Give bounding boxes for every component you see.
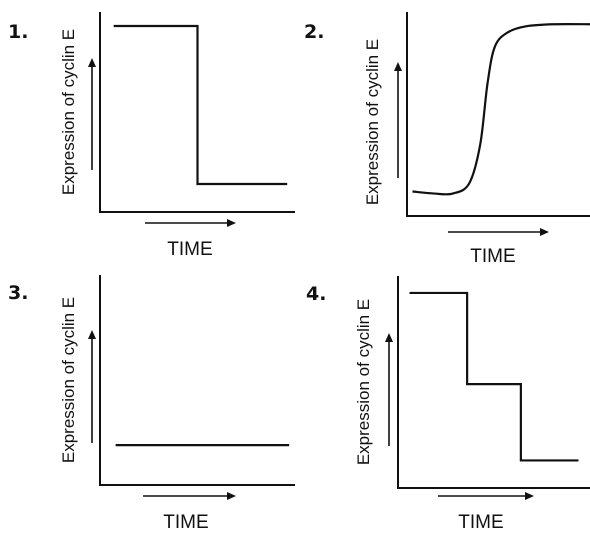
x-axis-label-2: TIME [470,246,515,267]
chart-panel-4: 4. Expression of cyclin E TIME [306,276,590,533]
series-line-2 [412,22,590,196]
axes-4 [397,276,590,489]
y-arrow-head-1 [88,58,96,67]
axes-3 [99,275,295,486]
chart-panel-1: 1. Expression of cyclin E TIME [8,12,295,260]
y-arrow-head-2 [394,62,402,71]
y-axis-label-2: Expression of cyclin E [363,39,382,205]
panel-number-3: 3. [8,282,28,304]
y-arrow-head-4 [385,333,393,342]
x-arrow-head-2 [540,228,549,236]
x-axis-label-1: TIME [167,239,212,260]
panel-number-1: 1. [8,21,28,43]
x-arrow-head-1 [227,219,236,227]
axes-2 [406,12,590,217]
y-arrow-head-3 [88,330,96,339]
x-arrow-head-4 [525,492,534,500]
series-line-4 [409,291,579,462]
series-line-1 [113,24,288,186]
panel-number-2: 2. [304,21,324,43]
chart-panel-3: 3. Expression of cyclin E TIME [8,275,295,533]
axes-1 [99,12,295,213]
y-axis-label-4: Expression of cyclin E [354,299,373,465]
x-axis-label-3: TIME [163,512,208,533]
x-arrow-head-3 [227,492,236,500]
x-axis-label-4: TIME [458,512,503,533]
y-axis-label-3: Expression of cyclin E [59,297,78,463]
chart-panel-2: 2. Expression of cyclin E TIME [304,12,590,267]
panel-number-4: 4. [306,283,326,305]
y-axis-label-1: Expression of cyclin E [59,29,78,195]
